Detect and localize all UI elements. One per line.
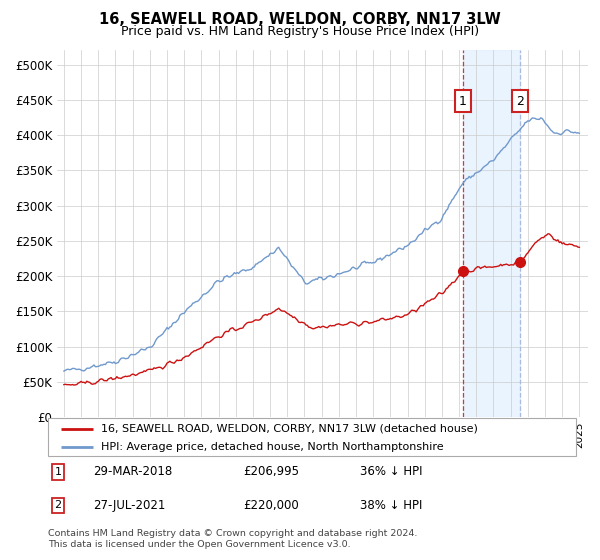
Text: Contains HM Land Registry data © Crown copyright and database right 2024.
This d: Contains HM Land Registry data © Crown c…	[48, 529, 418, 549]
Text: 29-MAR-2018: 29-MAR-2018	[93, 465, 172, 478]
Text: £220,000: £220,000	[244, 499, 299, 512]
Text: 27-JUL-2021: 27-JUL-2021	[93, 499, 165, 512]
Text: 2: 2	[55, 501, 61, 510]
Text: HPI: Average price, detached house, North Northamptonshire: HPI: Average price, detached house, Nort…	[101, 442, 443, 452]
Text: 38% ↓ HPI: 38% ↓ HPI	[359, 499, 422, 512]
Bar	[463, 50, 520, 417]
Text: 1: 1	[55, 467, 61, 477]
Text: 16, SEAWELL ROAD, WELDON, CORBY, NN17 3LW: 16, SEAWELL ROAD, WELDON, CORBY, NN17 3L…	[99, 12, 501, 27]
Text: 36% ↓ HPI: 36% ↓ HPI	[359, 465, 422, 478]
FancyBboxPatch shape	[48, 418, 576, 456]
Text: 1: 1	[459, 95, 467, 108]
Text: 2: 2	[516, 95, 524, 108]
Text: Price paid vs. HM Land Registry's House Price Index (HPI): Price paid vs. HM Land Registry's House …	[121, 25, 479, 38]
Text: 16, SEAWELL ROAD, WELDON, CORBY, NN17 3LW (detached house): 16, SEAWELL ROAD, WELDON, CORBY, NN17 3L…	[101, 424, 478, 434]
Text: £206,995: £206,995	[244, 465, 299, 478]
